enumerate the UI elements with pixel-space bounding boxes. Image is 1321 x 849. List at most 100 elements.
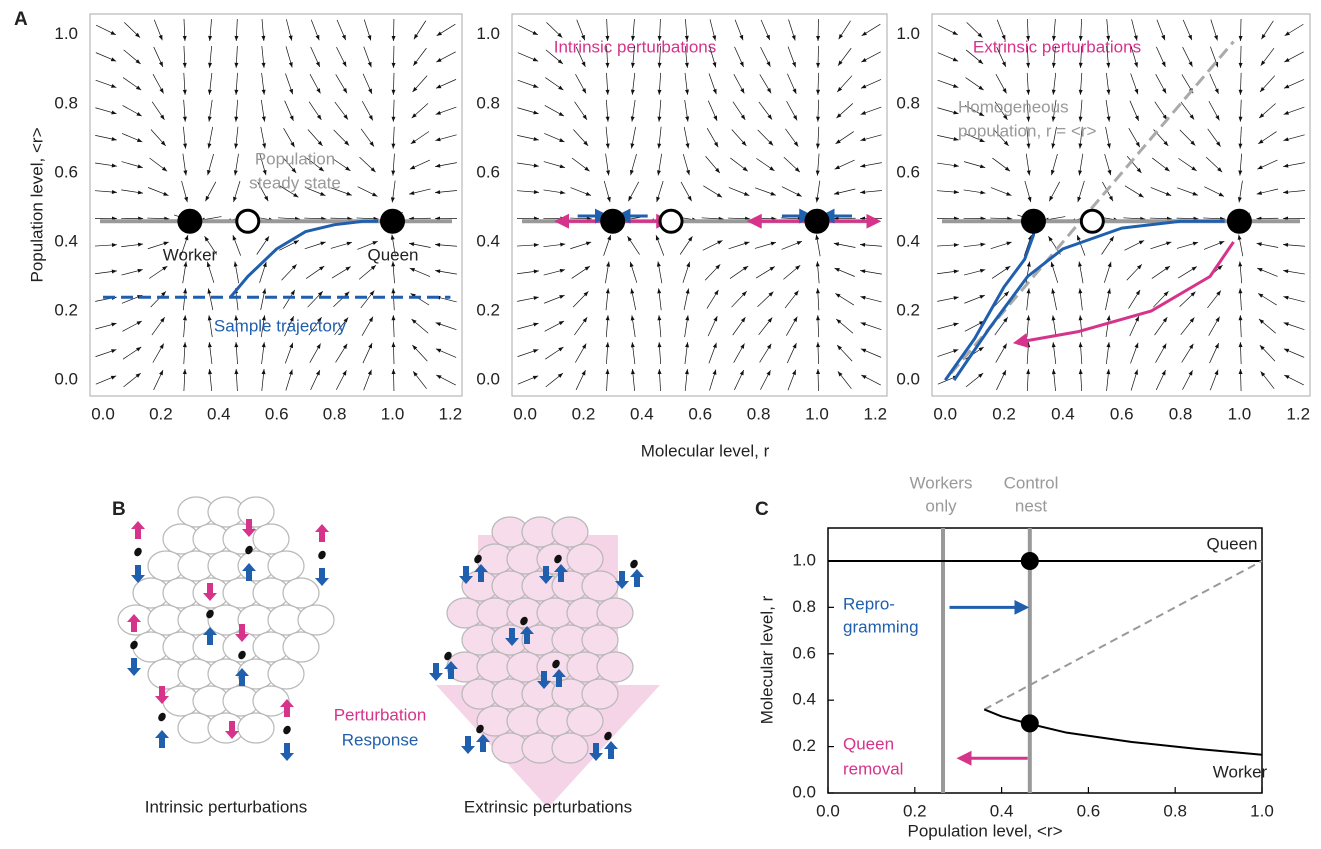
cell xyxy=(596,597,634,629)
y-tick-label: 0.0 xyxy=(792,782,816,801)
field-arrowhead xyxy=(581,61,586,67)
x-tick-label: 0.6 xyxy=(1110,404,1134,423)
annotation: Population xyxy=(255,149,335,168)
small-arrow xyxy=(630,569,644,587)
annotation: Worker xyxy=(163,245,218,264)
field-arrowhead xyxy=(368,115,373,121)
field-arrowhead xyxy=(111,110,117,115)
field-arrowhead xyxy=(605,35,610,41)
field-arrowhead xyxy=(1002,370,1006,376)
field-arrowhead xyxy=(631,35,636,41)
field-arrowhead xyxy=(953,296,959,301)
field-arrowhead xyxy=(234,35,239,41)
field-arrowhead xyxy=(1078,89,1083,95)
annotation: steady state xyxy=(249,173,341,192)
field-arrowhead xyxy=(1077,235,1081,241)
field-arrowhead xyxy=(1238,143,1243,149)
y-tick-label: 0.6 xyxy=(54,162,78,181)
stable-point xyxy=(804,208,830,234)
stable-point xyxy=(380,208,406,234)
field-arrowhead xyxy=(111,269,117,274)
molecule xyxy=(630,559,638,569)
field-arrowhead xyxy=(739,370,744,376)
field-arrowhead xyxy=(261,62,266,68)
molecule xyxy=(604,731,612,741)
field-arrowhead xyxy=(605,288,610,294)
field-arrowhead xyxy=(1215,115,1220,121)
field-arrowhead xyxy=(1283,84,1290,89)
perturbation-arrow xyxy=(1012,241,1235,348)
field-arrowhead xyxy=(792,88,797,94)
field-arrowhead xyxy=(1283,295,1289,300)
field-arrowhead xyxy=(1078,288,1083,294)
field-arrowhead xyxy=(1002,343,1007,349)
field-arrowhead xyxy=(435,269,441,274)
y-tick-label: 0.4 xyxy=(476,231,500,250)
small-arrow xyxy=(315,524,329,542)
field-arrowhead xyxy=(953,322,959,327)
field-arrowhead xyxy=(413,60,418,66)
field-arrowhead xyxy=(791,35,796,41)
field-arrowhead xyxy=(740,317,746,323)
field-arrowhead xyxy=(183,170,188,176)
field-arrowhead xyxy=(1188,370,1193,376)
annotation: Worker xyxy=(1213,762,1268,781)
y-tick-label: 1.0 xyxy=(476,24,500,43)
field-arrowhead xyxy=(584,266,590,271)
plots: 0.0 0.2 0.4 0.6 0.8 1.0 1.20.00.20.40.60.81.00… xyxy=(54,13,1311,820)
field-arrowhead xyxy=(655,235,660,241)
field-arrowhead xyxy=(1161,34,1165,41)
field-arrowhead xyxy=(657,143,662,149)
trajectory xyxy=(952,219,1225,381)
field-arrowhead xyxy=(135,32,141,38)
field-arrowhead xyxy=(769,166,775,171)
stable-point xyxy=(600,208,626,234)
field-arrowhead xyxy=(1258,139,1264,144)
field-arrowhead xyxy=(793,290,799,296)
field-arrowhead xyxy=(953,110,959,115)
field-arrowhead xyxy=(657,369,662,375)
y-tick-label: 0.4 xyxy=(896,231,920,250)
field-arrowhead xyxy=(767,114,773,120)
field-arrowhead xyxy=(792,369,796,376)
field-arrowhead xyxy=(605,315,610,321)
field-arrowhead xyxy=(111,190,117,194)
field-arrowhead xyxy=(583,140,589,146)
plot-frame xyxy=(89,13,463,397)
field-arrowhead xyxy=(627,236,632,242)
field-arrowhead xyxy=(291,167,297,173)
small-arrow xyxy=(554,564,568,582)
field-arrowhead xyxy=(1164,166,1170,172)
field-arrowhead xyxy=(833,242,840,247)
trajectory xyxy=(229,219,379,299)
field-arrowhead xyxy=(316,343,321,349)
field-arrowhead xyxy=(582,114,587,120)
field-arrowhead xyxy=(770,241,777,246)
field-arrowhead xyxy=(1189,317,1195,323)
field-arrowhead xyxy=(835,139,841,144)
x-axis-label: Population level, <r> xyxy=(908,821,1063,840)
annotation: Control xyxy=(1004,473,1059,492)
field-arrowhead xyxy=(1051,62,1056,68)
field-arrowhead xyxy=(1216,141,1221,147)
field-arrowhead xyxy=(1107,261,1112,268)
field-arrowhead xyxy=(317,291,323,297)
field-arrowhead xyxy=(1109,236,1114,242)
molecule xyxy=(318,550,326,560)
field-arrowhead xyxy=(837,345,842,351)
cell xyxy=(581,624,619,656)
field-arrowhead xyxy=(1162,343,1167,349)
field-arrowhead xyxy=(1238,342,1243,348)
field-arrowhead xyxy=(860,163,866,168)
field-arrowhead xyxy=(370,167,376,173)
unstable-point xyxy=(658,208,684,234)
field-arrowhead xyxy=(686,261,691,268)
molecule xyxy=(245,545,253,555)
field-arrowhead xyxy=(630,315,635,321)
field-arrowhead xyxy=(342,370,347,376)
field-arrowhead xyxy=(291,264,297,270)
field-arrowhead xyxy=(1258,319,1265,324)
field-arrowhead xyxy=(343,114,348,120)
field-arrowhead xyxy=(1217,167,1223,173)
field-arrowhead xyxy=(206,261,211,268)
